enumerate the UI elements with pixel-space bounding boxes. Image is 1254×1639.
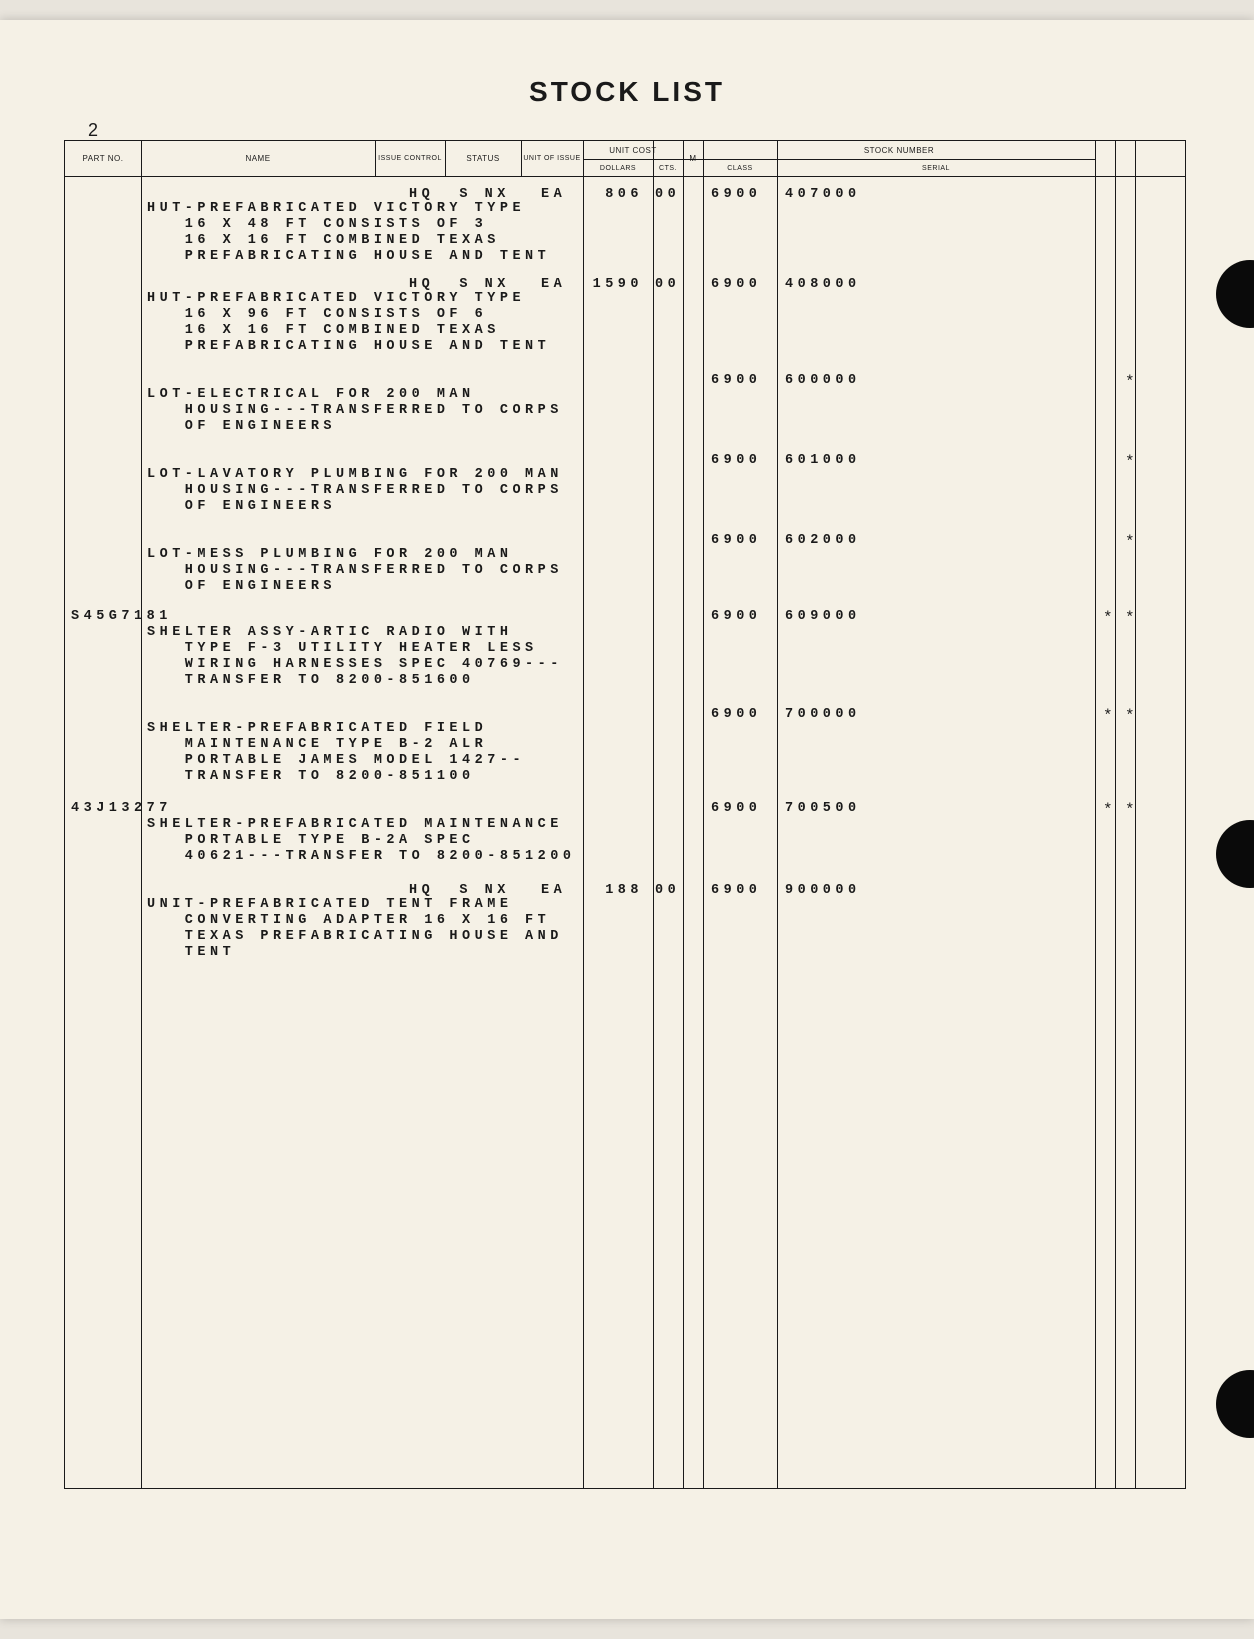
punch-hole — [1216, 820, 1254, 888]
description-line: WIRING HARNESSES SPEC 40769--- — [147, 657, 563, 673]
cents-value: 00 — [655, 187, 680, 203]
description-line: HOUSING---TRANSFERRED TO CORPS — [147, 483, 563, 499]
header-name: NAME — [141, 141, 375, 177]
class-value: 6900 — [711, 801, 761, 817]
description-line: OF ENGINEERS — [147, 499, 336, 515]
description-line: LOT-ELECTRICAL FOR 200 MAN — [147, 387, 475, 403]
description-line: TRANSFER TO 8200-851600 — [147, 673, 475, 689]
table-frame: PART NO. NAME ISSUE CONTROL STATUS UNIT … — [64, 140, 1186, 1489]
description-line: 40621---TRANSFER TO 8200-851200 — [147, 849, 575, 865]
serial-value: 602000 — [785, 533, 861, 549]
description-line: HOUSING---TRANSFERRED TO CORPS — [147, 563, 563, 579]
header-stock-number: STOCK NUMBER — [703, 141, 1095, 159]
star-marker: * — [1125, 707, 1135, 725]
star-marker: * — [1125, 533, 1135, 551]
cents-value: 00 — [655, 883, 680, 899]
description-line: UNIT-PREFABRICATED TENT FRAME — [147, 897, 512, 913]
class-value: 6900 — [711, 609, 761, 625]
class-value: 6900 — [711, 453, 761, 469]
document-page: STOCK LIST 2 PART NO. NAME ISSUE CONTROL… — [0, 20, 1254, 1619]
dollars-value: 188 — [583, 883, 643, 899]
description-line: SHELTER ASSY-ARTIC RADIO WITH — [147, 625, 512, 641]
description-line: TEXAS PREFABRICATING HOUSE AND — [147, 929, 563, 945]
star-marker: * — [1103, 707, 1113, 725]
class-value: 6900 — [711, 883, 761, 899]
serial-value: 900000 — [785, 883, 861, 899]
header-status: STATUS — [445, 141, 521, 177]
dollars-value: 806 — [583, 187, 643, 203]
part-number: 43J13277 — [71, 801, 172, 817]
header-serial: SERIAL — [777, 159, 1095, 177]
serial-value: 408000 — [785, 277, 861, 293]
class-value: 6900 — [711, 533, 761, 549]
serial-value: 609000 — [785, 609, 861, 625]
description-line: OF ENGINEERS — [147, 579, 336, 595]
header-cts: CTS. — [653, 159, 683, 177]
description-line: HUT-PREFABRICATED VICTORY TYPE — [147, 291, 525, 307]
description-line: HUT-PREFABRICATED VICTORY TYPE — [147, 201, 525, 217]
description-line: 16 X 16 FT COMBINED TEXAS — [147, 233, 500, 249]
class-value: 6900 — [711, 707, 761, 723]
class-value: 6900 — [711, 187, 761, 203]
description-line: TENT — [147, 945, 235, 961]
description-line: PORTABLE JAMES MODEL 1427-- — [147, 753, 525, 769]
description-line: MAINTENANCE TYPE B-2 ALR — [147, 737, 487, 753]
serial-value: 700500 — [785, 801, 861, 817]
header-dollars: DOLLARS — [583, 159, 653, 177]
star-marker: * — [1125, 609, 1135, 627]
description-line: SHELTER-PREFABRICATED FIELD — [147, 721, 487, 737]
header-unit-of-issue: UNIT OF ISSUE — [521, 141, 583, 177]
unit-of-issue-value: EA — [541, 277, 566, 293]
dollars-value: 1590 — [583, 277, 643, 293]
header-m: M — [683, 141, 703, 177]
description-line: 16 X 96 FT CONSISTS OF 6 — [147, 307, 487, 323]
description-line: 16 X 16 FT COMBINED TEXAS — [147, 323, 500, 339]
serial-value: 407000 — [785, 187, 861, 203]
class-value: 6900 — [711, 373, 761, 389]
serial-value: 700000 — [785, 707, 861, 723]
description-line: HOUSING---TRANSFERRED TO CORPS — [147, 403, 563, 419]
part-number: S45G7181 — [71, 609, 172, 625]
description-line: SHELTER-PREFABRICATED MAINTENANCE — [147, 817, 563, 833]
serial-value: 601000 — [785, 453, 861, 469]
star-marker: * — [1125, 373, 1135, 391]
description-line: PREFABRICATING HOUSE AND TENT — [147, 249, 550, 265]
unit-of-issue-value: EA — [541, 187, 566, 203]
star-marker: * — [1103, 609, 1113, 627]
serial-value: 600000 — [785, 373, 861, 389]
punch-hole — [1216, 260, 1254, 328]
description-line: PORTABLE TYPE B-2A SPEC — [147, 833, 475, 849]
header-part-no: PART NO. — [65, 141, 141, 177]
description-line: 16 X 48 FT CONSISTS OF 3 — [147, 217, 487, 233]
punch-hole — [1216, 1370, 1254, 1438]
header-issue-control: ISSUE CONTROL — [375, 141, 445, 177]
table-header: PART NO. NAME ISSUE CONTROL STATUS UNIT … — [65, 141, 1185, 177]
table-body: HQ S NXEA806006900407000HUT-PREFABRICATE… — [65, 177, 1185, 1488]
page-number: 2 — [88, 120, 98, 141]
description-line: LOT-LAVATORY PLUMBING FOR 200 MAN — [147, 467, 563, 483]
star-marker: * — [1125, 453, 1135, 471]
unit-of-issue-value: EA — [541, 883, 566, 899]
description-line: CONVERTING ADAPTER 16 X 16 FT — [147, 913, 550, 929]
description-line: PREFABRICATING HOUSE AND TENT — [147, 339, 550, 355]
page-title: STOCK LIST — [0, 76, 1254, 108]
header-unit-cost: UNIT COST — [583, 141, 683, 159]
header-class: CLASS — [703, 159, 777, 177]
class-value: 6900 — [711, 277, 761, 293]
description-line: TYPE F-3 UTILITY HEATER LESS — [147, 641, 538, 657]
star-marker: * — [1103, 801, 1113, 819]
description-line: TRANSFER TO 8200-851100 — [147, 769, 475, 785]
cents-value: 00 — [655, 277, 680, 293]
description-line: OF ENGINEERS — [147, 419, 336, 435]
star-marker: * — [1125, 801, 1135, 819]
description-line: LOT-MESS PLUMBING FOR 200 MAN — [147, 547, 512, 563]
